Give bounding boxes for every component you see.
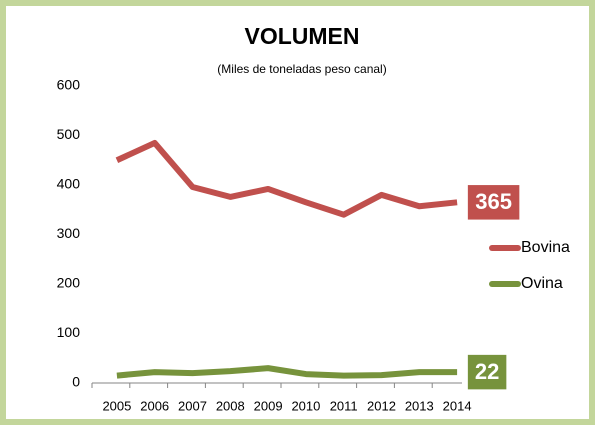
chart-subtitle: (Miles de toneladas peso canal) (217, 62, 386, 76)
legend-label: Bovina (521, 239, 570, 256)
series-line (116, 365, 458, 379)
x-tick-label: 2009 (254, 398, 283, 413)
y-tick-label: 100 (57, 324, 81, 340)
y-tick-label: 0 (72, 374, 80, 390)
x-tick-label: 2010 (291, 398, 320, 413)
x-tick-label: 2007 (178, 398, 207, 413)
series-line (115, 139, 458, 218)
end-label-box (466, 183, 521, 222)
y-tick-label: 300 (57, 225, 81, 241)
chart-title: VOLUMEN (245, 23, 360, 49)
x-tick-label: 2008 (216, 398, 245, 413)
end-label-box (466, 353, 508, 391)
x-tick-label: 2006 (140, 398, 169, 413)
end-label: 22 (475, 359, 499, 384)
legend-label: Ovina (521, 275, 563, 292)
y-tick-label: 200 (57, 275, 81, 291)
x-tick-label: 2012 (367, 398, 396, 413)
x-tick-label: 2005 (102, 398, 131, 413)
y-tick-label: 600 (57, 77, 81, 93)
x-tick-label: 2013 (405, 398, 434, 413)
end-label: 365 (475, 189, 512, 214)
x-tick-label: 2014 (443, 398, 472, 413)
x-tick-label: 2011 (330, 398, 358, 413)
y-tick-label: 400 (57, 176, 81, 192)
y-tick-label: 500 (57, 126, 81, 142)
